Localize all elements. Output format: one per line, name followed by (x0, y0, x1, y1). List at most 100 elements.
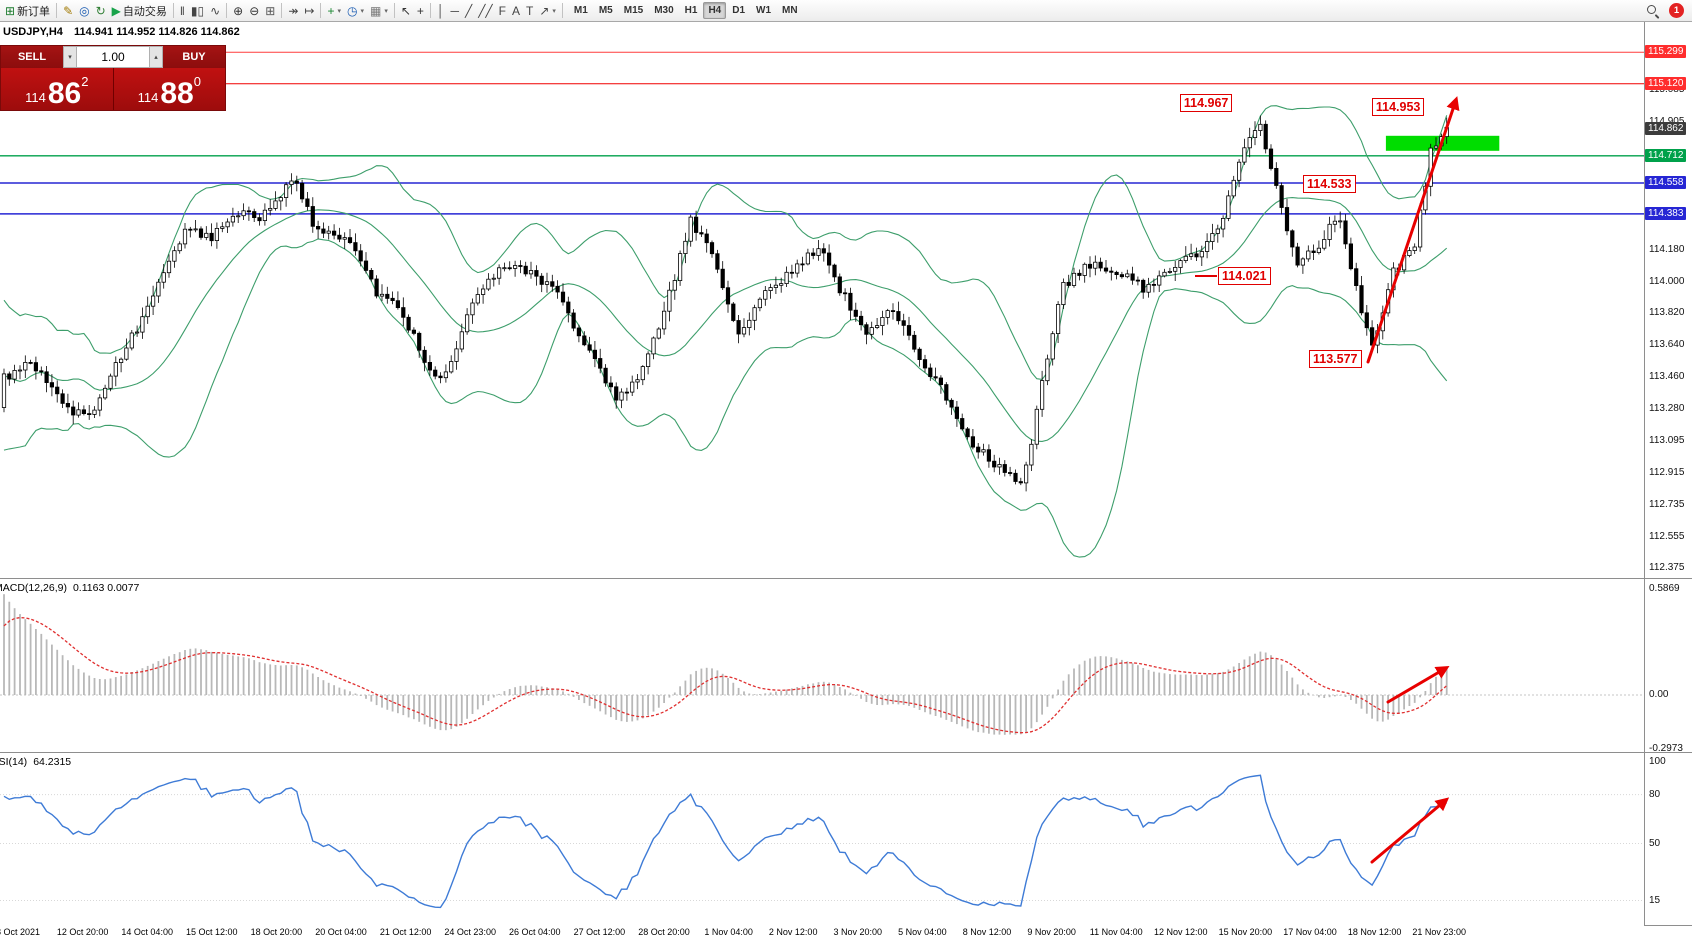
volume-up-button[interactable]: ▴ (149, 46, 163, 68)
trendline-button[interactable]: ╱ (462, 1, 475, 20)
price-axis-label: 113.820 (1649, 307, 1685, 319)
one-click-trading-panel: SELL ▾ 1.00 ▴ BUY 114 86 2 114 88 0 (0, 45, 226, 111)
price-axis-label: 112.555 (1649, 530, 1685, 542)
templates-icon: ▦ (370, 3, 382, 18)
chart-line-button[interactable]: ∿ (207, 1, 223, 20)
rsi-scale-label: 15 (1649, 894, 1661, 906)
chart-candles-button[interactable]: ▮▯ (188, 1, 207, 20)
periods-button[interactable]: ◷ ▾ (344, 1, 367, 20)
volume-up-icon: ▴ (154, 54, 158, 61)
time-axis-label: 17 Nov 04:00 (1283, 927, 1337, 937)
notification-badge[interactable]: 1 (1669, 3, 1684, 18)
toolbar-separator (393, 3, 395, 18)
tile-windows-icon: ⊞ (265, 3, 276, 18)
timeframe-m1-button[interactable]: M1 (573, 5, 588, 16)
periods-icon: ◷ (347, 3, 358, 18)
price-annotation: 114.967 (1179, 94, 1233, 113)
buy-price-main: 114 (137, 89, 159, 105)
timeframe-mn-button[interactable]: MN (782, 5, 798, 16)
timeframe-h4-button[interactable]: H4 (703, 2, 727, 19)
buy-button[interactable]: BUY (163, 46, 225, 68)
market-watch-button[interactable]: ◎ (76, 1, 92, 20)
price-axis-tag: 114.383 (1645, 206, 1687, 220)
macd-values: 0.1163 0.0077 (72, 582, 140, 594)
arrows-button[interactable]: ↗ ▾ (536, 1, 559, 20)
time-axis-label: 27 Oct 12:00 (573, 927, 626, 937)
arrows-icon: ↗ (539, 3, 550, 18)
fibonacci-button[interactable]: F (496, 1, 509, 20)
chart-bars-button[interactable]: ‖ (177, 1, 188, 20)
price-axis-label: 113.460 (1649, 370, 1685, 382)
buy-price-button[interactable]: 114 88 0 (113, 68, 225, 110)
zoom-in-button[interactable]: ⊕ (230, 1, 246, 20)
crosshair-button[interactable]: + (414, 1, 427, 20)
crosshair-icon: + (416, 3, 424, 18)
main-toolbar: ⊞ 新订单 ✎ ◎ ↻ ▶ 自动交易 ‖ ▮▯ ∿ ⊕ ⊖ ⊞ ↠ ↦ + ▾ ◷ ▾ ▦ ▾ ↖ + │ ─ ╱ ╱╱ F A T ↗ ▾ M… (0, 0, 1692, 22)
trade-panel-price-row: 114 86 2 114 88 0 (1, 68, 225, 110)
time-axis-label: 11 Nov 04:00 (1089, 927, 1143, 937)
text-label-button[interactable]: T (523, 1, 536, 20)
chart-bars-icon: ‖ (179, 3, 185, 18)
toolbar-separator (281, 3, 283, 18)
auto-scroll-button[interactable]: ↠ (285, 1, 301, 20)
time-axis-label: 8 Nov 12:00 (962, 927, 1012, 937)
price-axis-tag: 115.120 (1645, 76, 1687, 90)
volume-down-button[interactable]: ▾ (63, 46, 77, 68)
timeframe-w1-button[interactable]: W1 (756, 5, 772, 16)
auto-scroll-icon: ↠ (288, 3, 299, 18)
zoom-out-icon: ⊖ (249, 3, 260, 18)
tile-windows-button[interactable]: ⊞ (262, 1, 278, 20)
price-axis-label: 114.180 (1649, 243, 1685, 255)
price-axis[interactable]: 115.085114.905114.180114.000113.820113.6… (1644, 22, 1692, 925)
indicators-button[interactable]: + ▾ (324, 1, 344, 20)
vertical-line-button[interactable]: │ (434, 1, 448, 20)
time-axis-label: 12 Nov 12:00 (1154, 927, 1208, 937)
new-order-button-label: 新订单 (17, 5, 51, 18)
macd-name: MACD(12,26,9) (0, 582, 67, 594)
timeframe-h1-button[interactable]: H1 (684, 5, 698, 16)
time-axis-label: 2 Nov 12:00 (768, 927, 818, 937)
macd-scale-label: 0.5869 (1649, 583, 1680, 595)
text-button[interactable]: A (509, 1, 523, 20)
time-axis-label: 14 Oct 04:00 (121, 927, 173, 937)
metaeditor-icon: ✎ (63, 3, 74, 18)
price-axis-label: 113.640 (1649, 339, 1685, 350)
ohlc-quotes: 114.941 114.952 114.826 114.862 (73, 26, 240, 38)
cursor-icon: ↖ (400, 3, 411, 18)
time-axis-label: 15 Nov 20:00 (1218, 927, 1273, 937)
text-label-icon: T (526, 3, 534, 18)
chart-shift-icon: ↦ (304, 3, 315, 18)
channel-button[interactable]: ╱╱ (475, 1, 495, 20)
volume-field[interactable]: 1.00 (77, 46, 149, 68)
cursor-button[interactable]: ↖ (398, 1, 414, 20)
autotrade-button[interactable]: ▶ 自动交易 (109, 1, 170, 20)
timeframe-m15-button[interactable]: M15 (623, 5, 644, 16)
rsi-name: RSI(14) (0, 756, 28, 768)
price-annotation: 114.021 (1218, 267, 1271, 286)
sell-price-button[interactable]: 114 86 2 (1, 68, 114, 110)
price-axis-tag: 114.558 (1645, 176, 1687, 189)
toolbar-separator (56, 3, 58, 18)
timeframe-d1-button[interactable]: D1 (732, 5, 746, 16)
autotrade-icon: ▶ (111, 3, 121, 18)
zoom-out-button[interactable]: ⊖ (246, 1, 262, 20)
timeframe-m30-button[interactable]: M30 (654, 5, 674, 16)
time-axis-label: 12 Oct 20:00 (56, 927, 109, 937)
search-button[interactable] (1643, 1, 1662, 20)
new-order-button[interactable]: ⊞ 新订单 (2, 1, 53, 20)
chart-shift-button[interactable]: ↦ (301, 1, 317, 20)
symbol-period-label: USDJPY,H4 (3, 26, 63, 38)
time-axis[interactable]: 8 Oct 2021 12 Oct 20:00 14 Oct 04:00 15 Oct… (0, 925, 1644, 941)
chart-plot-area[interactable] (0, 22, 1644, 925)
rsi-indicator-label: RSI(14) 64.2315 (0, 756, 77, 768)
metaeditor-button[interactable]: ✎ (60, 1, 76, 20)
templates-button[interactable]: ▦ ▾ (367, 1, 391, 20)
refresh-button[interactable]: ↻ (93, 1, 109, 20)
caret-down-icon: ▾ (552, 7, 556, 15)
vertical-line-icon: │ (436, 3, 445, 18)
timeframe-m5-button[interactable]: M5 (598, 5, 613, 16)
horizontal-line-button[interactable]: ─ (447, 1, 462, 20)
sell-button[interactable]: SELL (1, 46, 63, 68)
time-axis-label: 9 Nov 20:00 (1027, 927, 1076, 937)
